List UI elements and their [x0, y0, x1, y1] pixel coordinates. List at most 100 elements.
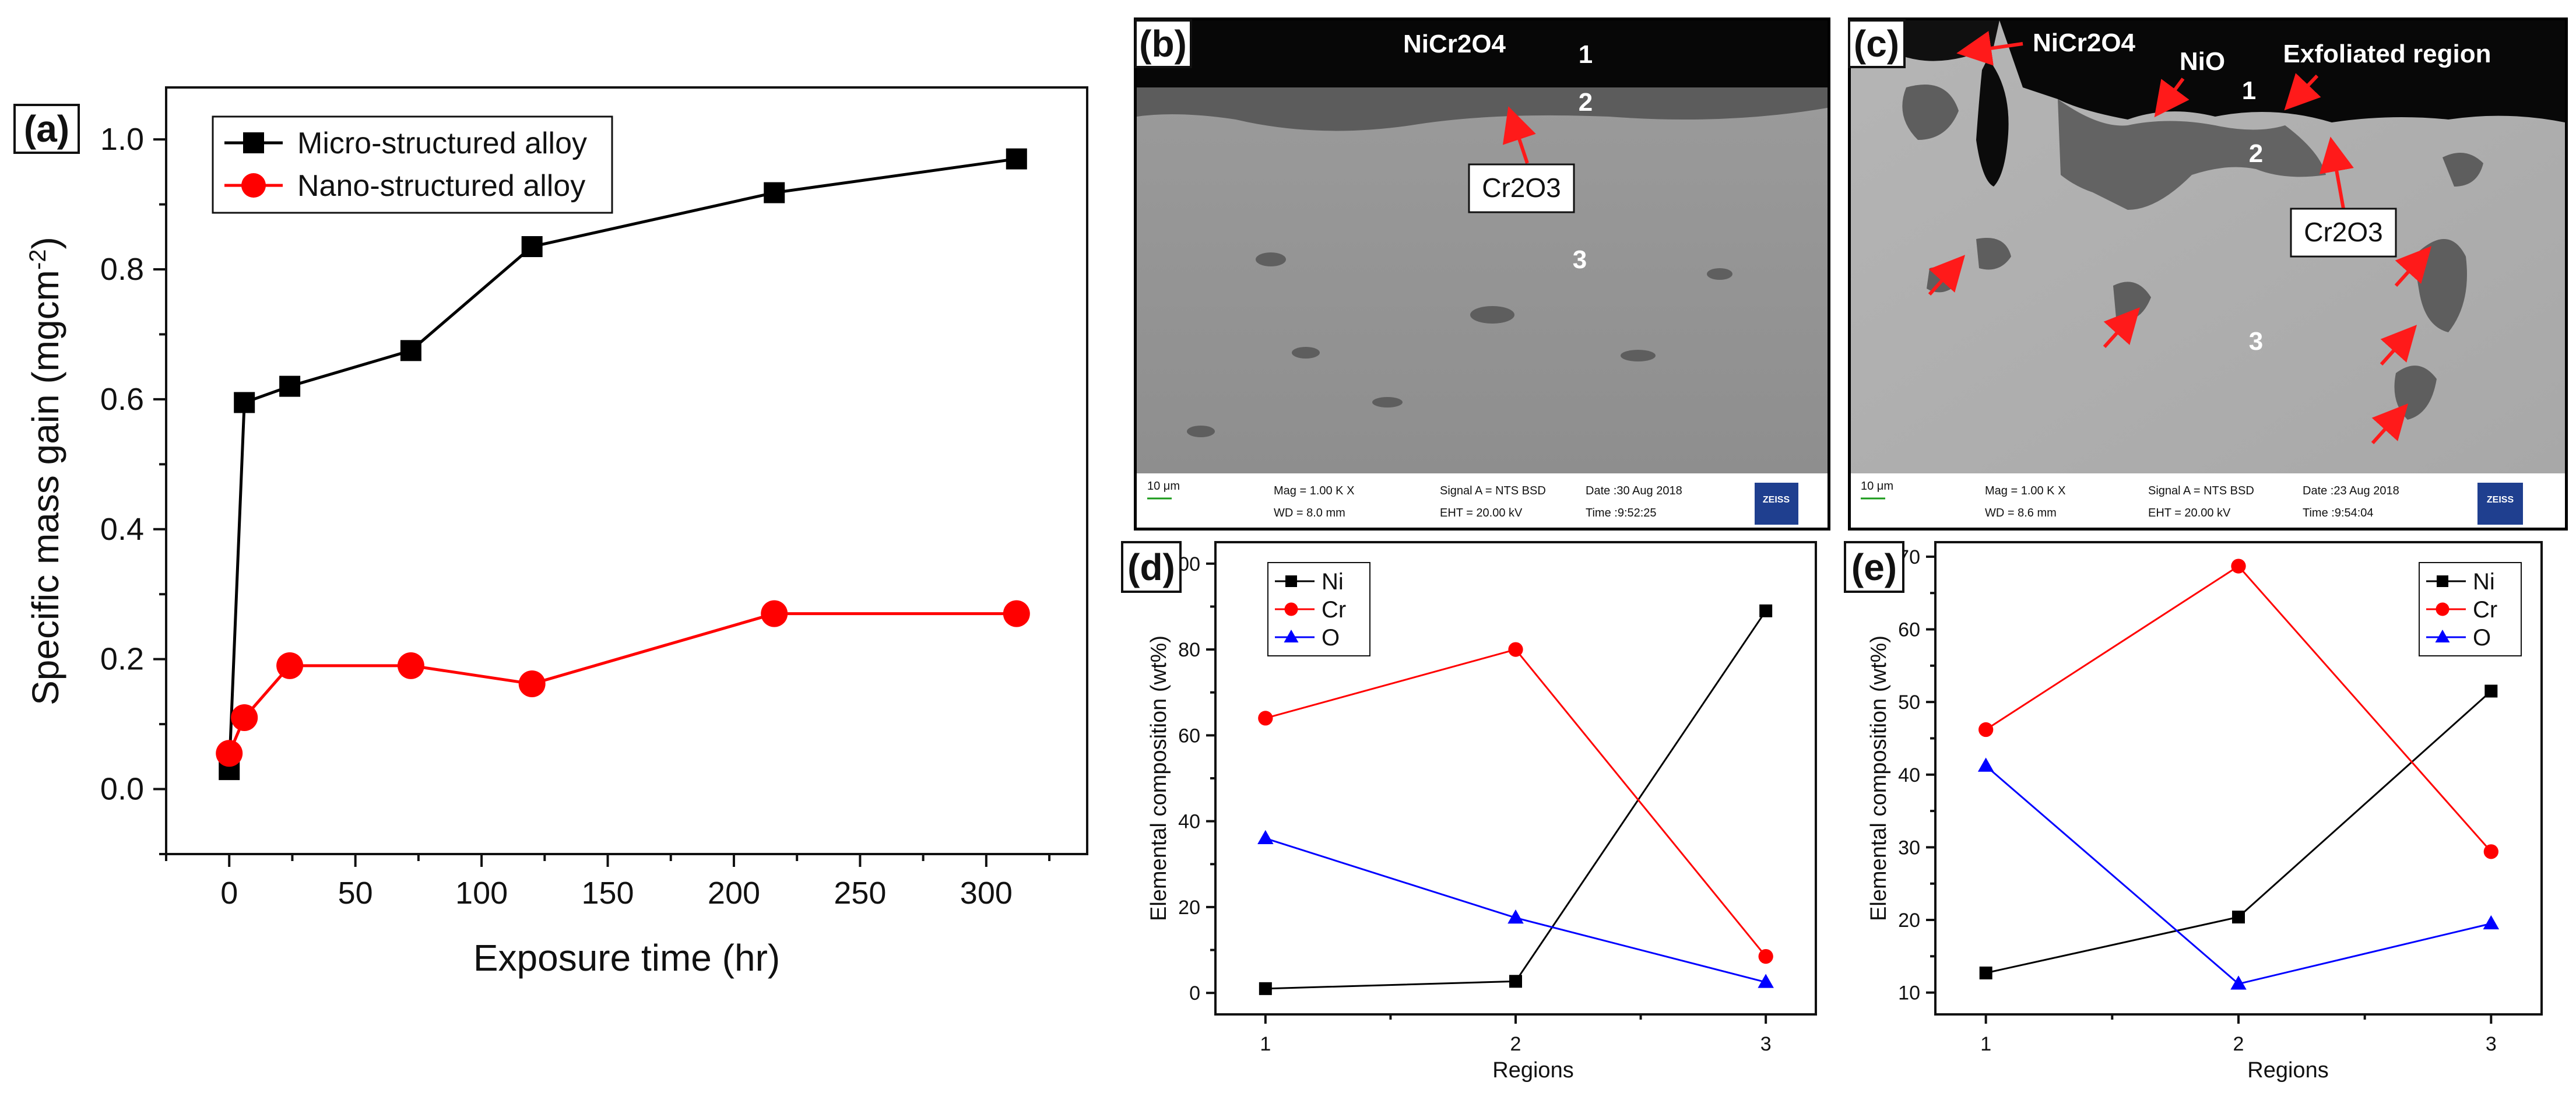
legend-label-cr: Cr [2473, 597, 2497, 623]
footer-scale: 10 μm [1861, 480, 1893, 493]
series-line-o [1985, 765, 2491, 985]
data-point-o [1507, 909, 1524, 924]
sem-dark-pore [1976, 58, 2009, 187]
layer-label-3: 3 [2249, 327, 2263, 356]
red-arrows [1928, 31, 2432, 445]
label-nicr2o4: NiCr2O4 [2033, 29, 2136, 57]
arrow-feature-1 [1928, 255, 1966, 296]
x-tick-label: 2 [2233, 1033, 2244, 1055]
sem-oxide-layer-2 [2058, 99, 2326, 210]
sem-substrate [1137, 99, 1828, 478]
y-tick-label: 60 [1178, 725, 1200, 747]
legend-marker-ni [2437, 575, 2448, 587]
axis-ticks [1926, 555, 2493, 1024]
data-point-micro [279, 375, 301, 397]
y-tick-label: 30 [1898, 837, 1920, 859]
y-tick-label: 0.6 [100, 382, 144, 417]
sem-dark-top-layer [1137, 20, 1828, 87]
data-point-nano [276, 652, 304, 679]
arrow-cr2o3 [2319, 136, 2354, 209]
data-point-ni [1759, 604, 1773, 617]
arrow-nio [2154, 78, 2190, 118]
zeiss-logo [1755, 483, 1798, 525]
x-axis-title: Regions [1492, 1058, 1573, 1083]
data-point-cr [2231, 558, 2246, 574]
callout-box-cr2o3 [2290, 208, 2397, 258]
layer-label-2: 2 [1579, 88, 1593, 117]
legend-marker-o [2435, 630, 2450, 642]
data-point-ni [1509, 975, 1522, 988]
y-tick-label: 1.0 [100, 122, 144, 157]
panel-b: NiCr2O4 1 2 3 Cr2O3 10 μm Mag = 1.00 K X… [1134, 17, 1830, 531]
x-tick-label: 2 [1510, 1033, 1521, 1055]
data-point-micro [521, 236, 543, 258]
y-tick-label: 20 [1178, 897, 1200, 919]
y-tick-label: 0.4 [100, 512, 144, 547]
data-point-nano [216, 740, 243, 767]
data-point-nano [761, 600, 788, 627]
data-point-cr [1978, 722, 1994, 737]
axis-ticks [153, 138, 1051, 867]
data-point-ni [2484, 684, 2498, 698]
footer-date: Date :30 Aug 2018 [1586, 484, 1682, 497]
legend-label-nano: Nano-structured alloy [297, 169, 585, 203]
panel-label: (e) [1851, 546, 1897, 588]
label-nicr2o4: NiCr2O4 [1403, 30, 1506, 58]
layer-label-1: 1 [2242, 76, 2256, 105]
legend-marker-cr [1284, 602, 1298, 616]
x-axis-title: Exposure time (hr) [473, 937, 780, 979]
y-tick-label: 0.8 [100, 252, 144, 287]
footer-date: Date :23 Aug 2018 [2303, 484, 2399, 497]
x-tick-label: 50 [338, 876, 373, 911]
legend-label-ni: Ni [1322, 569, 1344, 595]
arrow-feature-2 [2103, 307, 2141, 349]
callout-box-cr2o3 [1468, 163, 1575, 213]
x-tick-label: 1 [1980, 1033, 1991, 1055]
layer-label-1: 1 [1579, 40, 1593, 69]
footer-eht: EHT = 20.00 kV [1440, 507, 1523, 519]
x-tick-label: 1 [1260, 1033, 1271, 1055]
x-tick-label: 300 [960, 876, 1013, 911]
arrow-nicr2o4 [1956, 31, 2023, 66]
footer-scale: 10 μm [1147, 480, 1180, 493]
series-line-micro [227, 157, 1017, 770]
data-point-nano [397, 652, 424, 679]
legend-marker-micro [243, 132, 264, 153]
y-tick-label: 0.0 [100, 772, 144, 807]
arrow-feature-3 [2394, 246, 2432, 287]
legend: Micro-structured alloy Nano-structured a… [212, 115, 613, 214]
label-nio: NiO [2180, 47, 2225, 76]
legend-label-ni: Ni [2473, 569, 2495, 595]
y-tick-label: 0.2 [100, 642, 144, 677]
sem-footer-bar [1851, 473, 2565, 528]
panel-label-box [1844, 541, 1904, 593]
callout-cr2o3: Cr2O3 [2304, 217, 2382, 247]
sem-oxide-layer-2 [1137, 82, 1828, 131]
plot-frame [165, 86, 1088, 855]
x-tick-label: 3 [2486, 1033, 2497, 1055]
panel-c: NiCr2O4 NiO Exfoliated region 1 2 3 Cr2O… [1848, 17, 2568, 531]
zeiss-logo-text: ZEISS [1763, 495, 1790, 505]
data-point-ni [1259, 982, 1272, 995]
footer-signal: Signal A = NTS BSD [1440, 484, 1546, 497]
axis-ticks [1206, 562, 1767, 1024]
layer-label-2: 2 [2249, 139, 2263, 168]
x-tick-label: 150 [581, 876, 634, 911]
data-series [1977, 558, 2500, 990]
legend-marker-ni [1285, 575, 1297, 587]
data-point-o [1758, 974, 1774, 988]
data-point-o [1977, 757, 1994, 772]
footer-mag: Mag = 1.00 K X [1985, 484, 2065, 497]
footer-wd: WD = 8.6 mm [1985, 507, 2057, 519]
sem-dark-features [1187, 252, 1732, 437]
footer-wd: WD = 8.0 mm [1274, 507, 1345, 519]
series-line-nano [227, 612, 1017, 754]
data-point-cr [1258, 711, 1273, 726]
legend-box [212, 115, 613, 214]
data-point-cr [1758, 949, 1773, 964]
legend-label-o: O [1322, 625, 1340, 651]
